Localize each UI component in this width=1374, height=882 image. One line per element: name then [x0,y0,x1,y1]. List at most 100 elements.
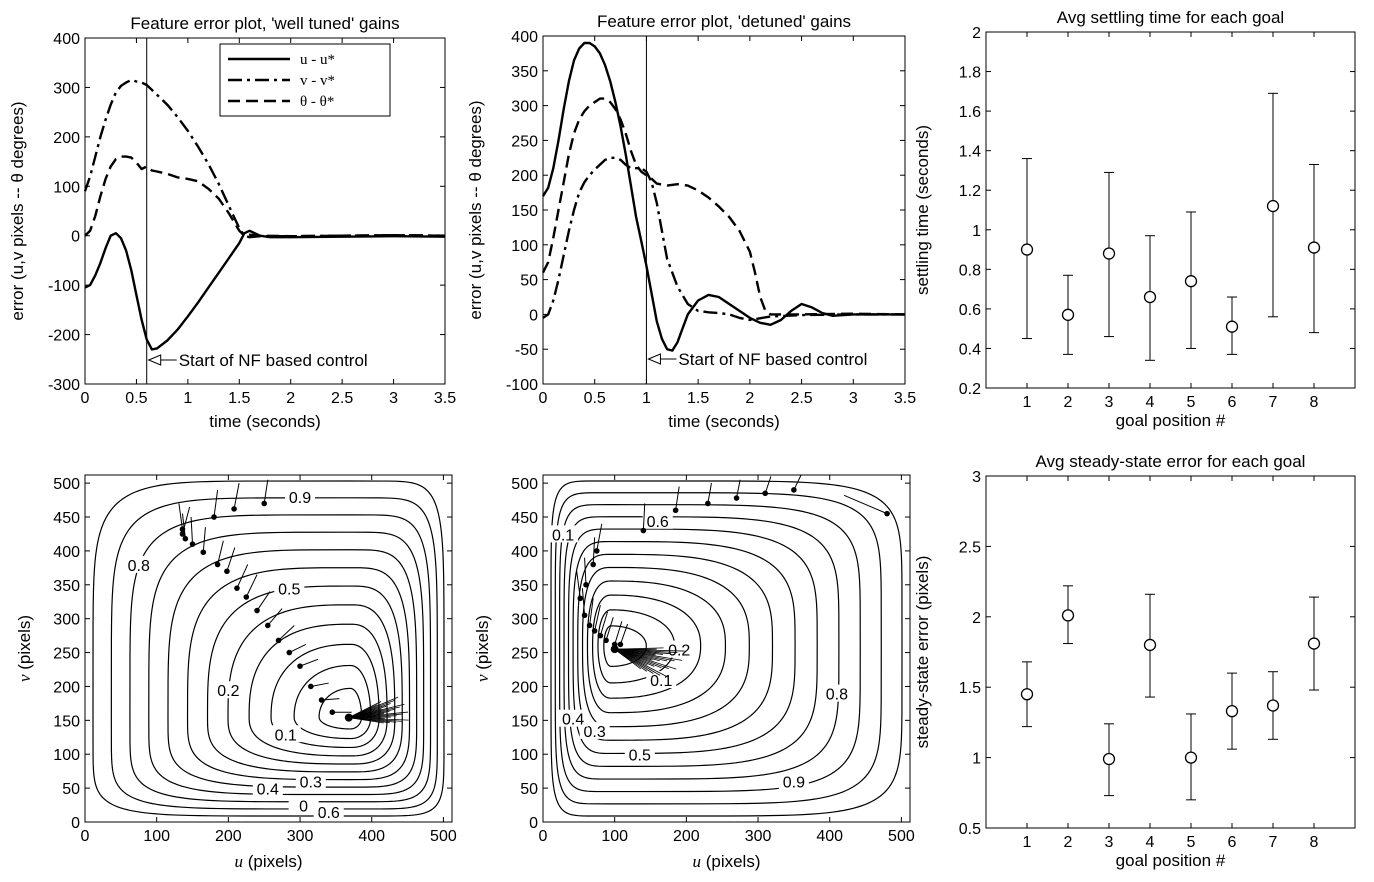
x-tick-label: 7 [1269,834,1278,851]
contour-line [227,604,396,765]
legend-label: u - u* [300,52,335,68]
contour-line [206,585,403,773]
x-tick-label: 1 [183,390,192,407]
x-tick-label: 500 [430,828,457,845]
trajectory-point [224,568,230,575]
x-tick-label: 3 [849,390,858,407]
y-tick-label: 0 [529,815,538,832]
contour-label-bg [646,671,677,689]
y-axis-label: error (u,v pixels -- θ degrees) [466,100,485,319]
x-tick-label: 2 [1064,394,1073,411]
x-axis-label: goal position # [1116,411,1226,430]
convergence-vector [614,647,664,650]
trajectory-point [243,594,250,600]
contour-label-bg [123,555,154,573]
y-tick-label: 350 [511,578,538,595]
x-tick-label: 5 [1187,394,1196,411]
y-tick-label: 1.5 [959,680,981,697]
y-tick-label: 400 [53,544,80,561]
y-tick-label: 2 [972,25,981,42]
axis-unit: (pixels) [243,852,303,871]
trajectory-point [254,607,260,614]
y-tick-label: 0.8 [959,262,981,279]
x-tick-label: 1 [1023,834,1032,851]
y-tick-label: 0.4 [959,341,981,358]
contour-line [110,497,438,810]
trajectory-vector [592,537,596,565]
contour-label-bg [274,579,305,597]
x-tick-label: 0 [539,390,548,407]
contour-label: 0.9 [289,490,311,507]
x-tick-label: 400 [358,828,385,845]
mean-marker [1061,609,1075,622]
plot-frame [985,475,1356,829]
x-tick-label: 2.5 [790,390,812,407]
axis-variable: u [234,852,243,871]
trajectory-point [234,585,240,591]
panel-steady-state-error: 1 2 3 4 5 6 7 8 0.5 1 1.5 2 2.5 3 Avg steady-state err… [913,452,1356,870]
trajectory-vector [736,479,741,499]
y-tick-label: 1.2 [959,183,981,200]
trajectory-point [581,612,588,619]
trajectory-point [318,697,325,703]
contour-line [270,643,380,749]
x-tick-label: 8 [1310,394,1319,411]
trajectory-vector [256,591,271,611]
trajectory-point [705,500,711,507]
y-tick-label: 500 [53,476,80,493]
trajectory-point [329,709,336,716]
legend-label: θ - θ* [300,94,334,110]
x-tick-label: 2 [286,390,295,407]
contour-label-bg [558,709,589,727]
trajectory-vector [584,557,587,585]
contour-line [567,528,818,767]
chart-title: Feature error plot, 'well tuned' gains [130,14,399,33]
mean-marker [1102,752,1116,766]
x-tick-label: 7 [1269,394,1278,411]
x-tick-label: 0.5 [125,390,147,407]
y-tick-label: 200 [511,679,538,696]
contour-line [550,480,903,817]
contour-label: 0.9 [783,775,805,792]
y-tick-label: 500 [511,476,538,493]
x-tick-label: 5 [1187,834,1196,851]
contour-label: 0.4 [257,782,279,799]
mean-marker [1307,241,1321,254]
contour-label: 0.4 [562,712,584,729]
trajectory-vector [321,698,340,701]
contour-label: 0.8 [826,687,848,704]
chart-title: Avg steady-state error for each goal [1036,452,1306,471]
contour-label-bg [288,796,319,814]
y-tick-label: 350 [53,578,80,595]
trajectory-vector [764,476,772,494]
contour-line [186,567,411,781]
contour-line [572,540,796,755]
x-tick-label: 3 [1105,394,1114,411]
axis-unit: (pixels) [701,852,761,871]
panel-detuned-contour: 0 100 200 300 400 500 0 50 100 150 200 250 300 350 400… [473,474,915,871]
trajectory-vector [843,494,888,515]
trajectory-point [597,632,604,639]
mean-marker [1020,688,1034,701]
x-tick-label: 300 [287,828,314,845]
x-tick-label: 2 [1064,834,1073,851]
plot-frame [84,474,453,823]
y-tick-label: 450 [511,510,538,527]
contour-label-bg [285,488,316,506]
contour-label-bg [664,640,695,658]
contour-line [577,553,774,741]
contour-label: 0.3 [583,724,605,741]
y-tick-label: 300 [53,612,80,629]
y-tick-label: 400 [511,29,538,46]
trajectory-point [586,622,593,629]
trajectory-vector [707,483,712,504]
x-tick-label: 100 [143,828,170,845]
trajectory-vector [178,503,183,530]
y-axis-label: settling time (seconds) [913,125,932,295]
y-tick-label: 150 [511,713,538,730]
x-tick-label: 200 [215,828,242,845]
contour-label: 0.1 [650,673,672,690]
trajectory-vector [594,605,601,631]
contour-label-bg [642,511,673,529]
trajectory-vector [233,483,240,509]
